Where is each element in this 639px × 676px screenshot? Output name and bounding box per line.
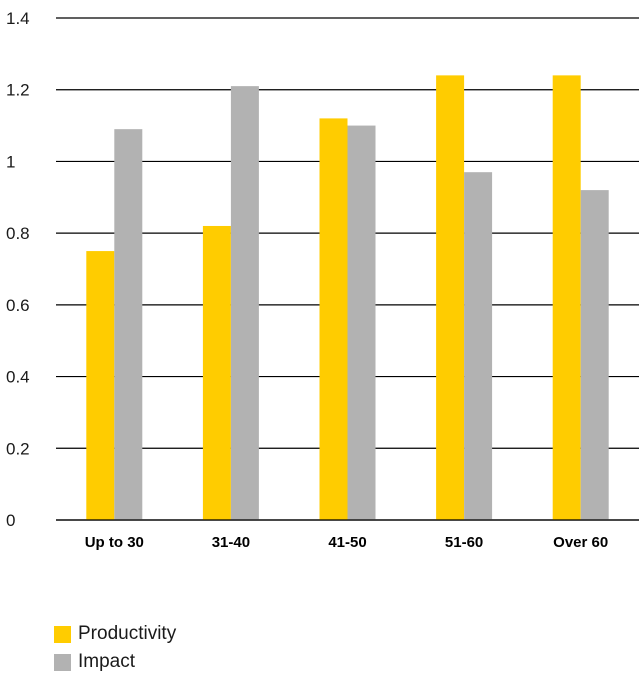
- legend: Productivity Impact: [54, 620, 176, 676]
- legend-label-impact: Impact: [78, 651, 136, 672]
- y-tick-label: 0.8: [6, 224, 30, 243]
- legend-swatch-impact: [54, 653, 71, 671]
- bar-impact-3: [464, 172, 493, 520]
- y-tick-label: 1.4: [6, 9, 30, 28]
- x-category-label: 41-50: [328, 534, 366, 551]
- bar-impact-4: [580, 190, 609, 520]
- x-category-label: Over 60: [553, 534, 608, 551]
- bar-productivity-0: [86, 251, 115, 521]
- y-tick-label: 0.6: [6, 296, 30, 315]
- x-category-label: Up to 30: [85, 534, 144, 551]
- bar-impact-1: [230, 86, 259, 520]
- bars: [56, 75, 639, 521]
- legend-item-impact: Impact: [54, 648, 176, 676]
- bar-impact-2: [347, 125, 376, 521]
- legend-item-productivity: Productivity: [54, 620, 176, 648]
- bar-productivity-1: [202, 225, 231, 520]
- legend-label-productivity: Productivity: [78, 623, 177, 644]
- y-tick-label: 1: [6, 152, 15, 171]
- y-tick-label: 0.2: [6, 439, 30, 458]
- legend-swatch-productivity: [54, 625, 71, 643]
- bar-productivity-2: [319, 118, 348, 521]
- y-tick-label: 0.4: [6, 368, 30, 387]
- x-axis-category-labels: Up to 30 31-40 41-50 51-60 Over 60: [85, 534, 609, 551]
- x-category-label: 31-40: [212, 534, 250, 551]
- x-category-label: 51-60: [445, 534, 483, 551]
- y-tick-label: 1.2: [6, 81, 30, 100]
- bar-impact-0: [114, 129, 143, 520]
- bar-productivity-4: [552, 75, 581, 520]
- y-tick-label: 0: [6, 511, 15, 530]
- y-axis-tick-labels: 0 0.2 0.4 0.6 0.8 1 1.2 1.4: [6, 9, 30, 530]
- bar-productivity-3: [436, 75, 465, 520]
